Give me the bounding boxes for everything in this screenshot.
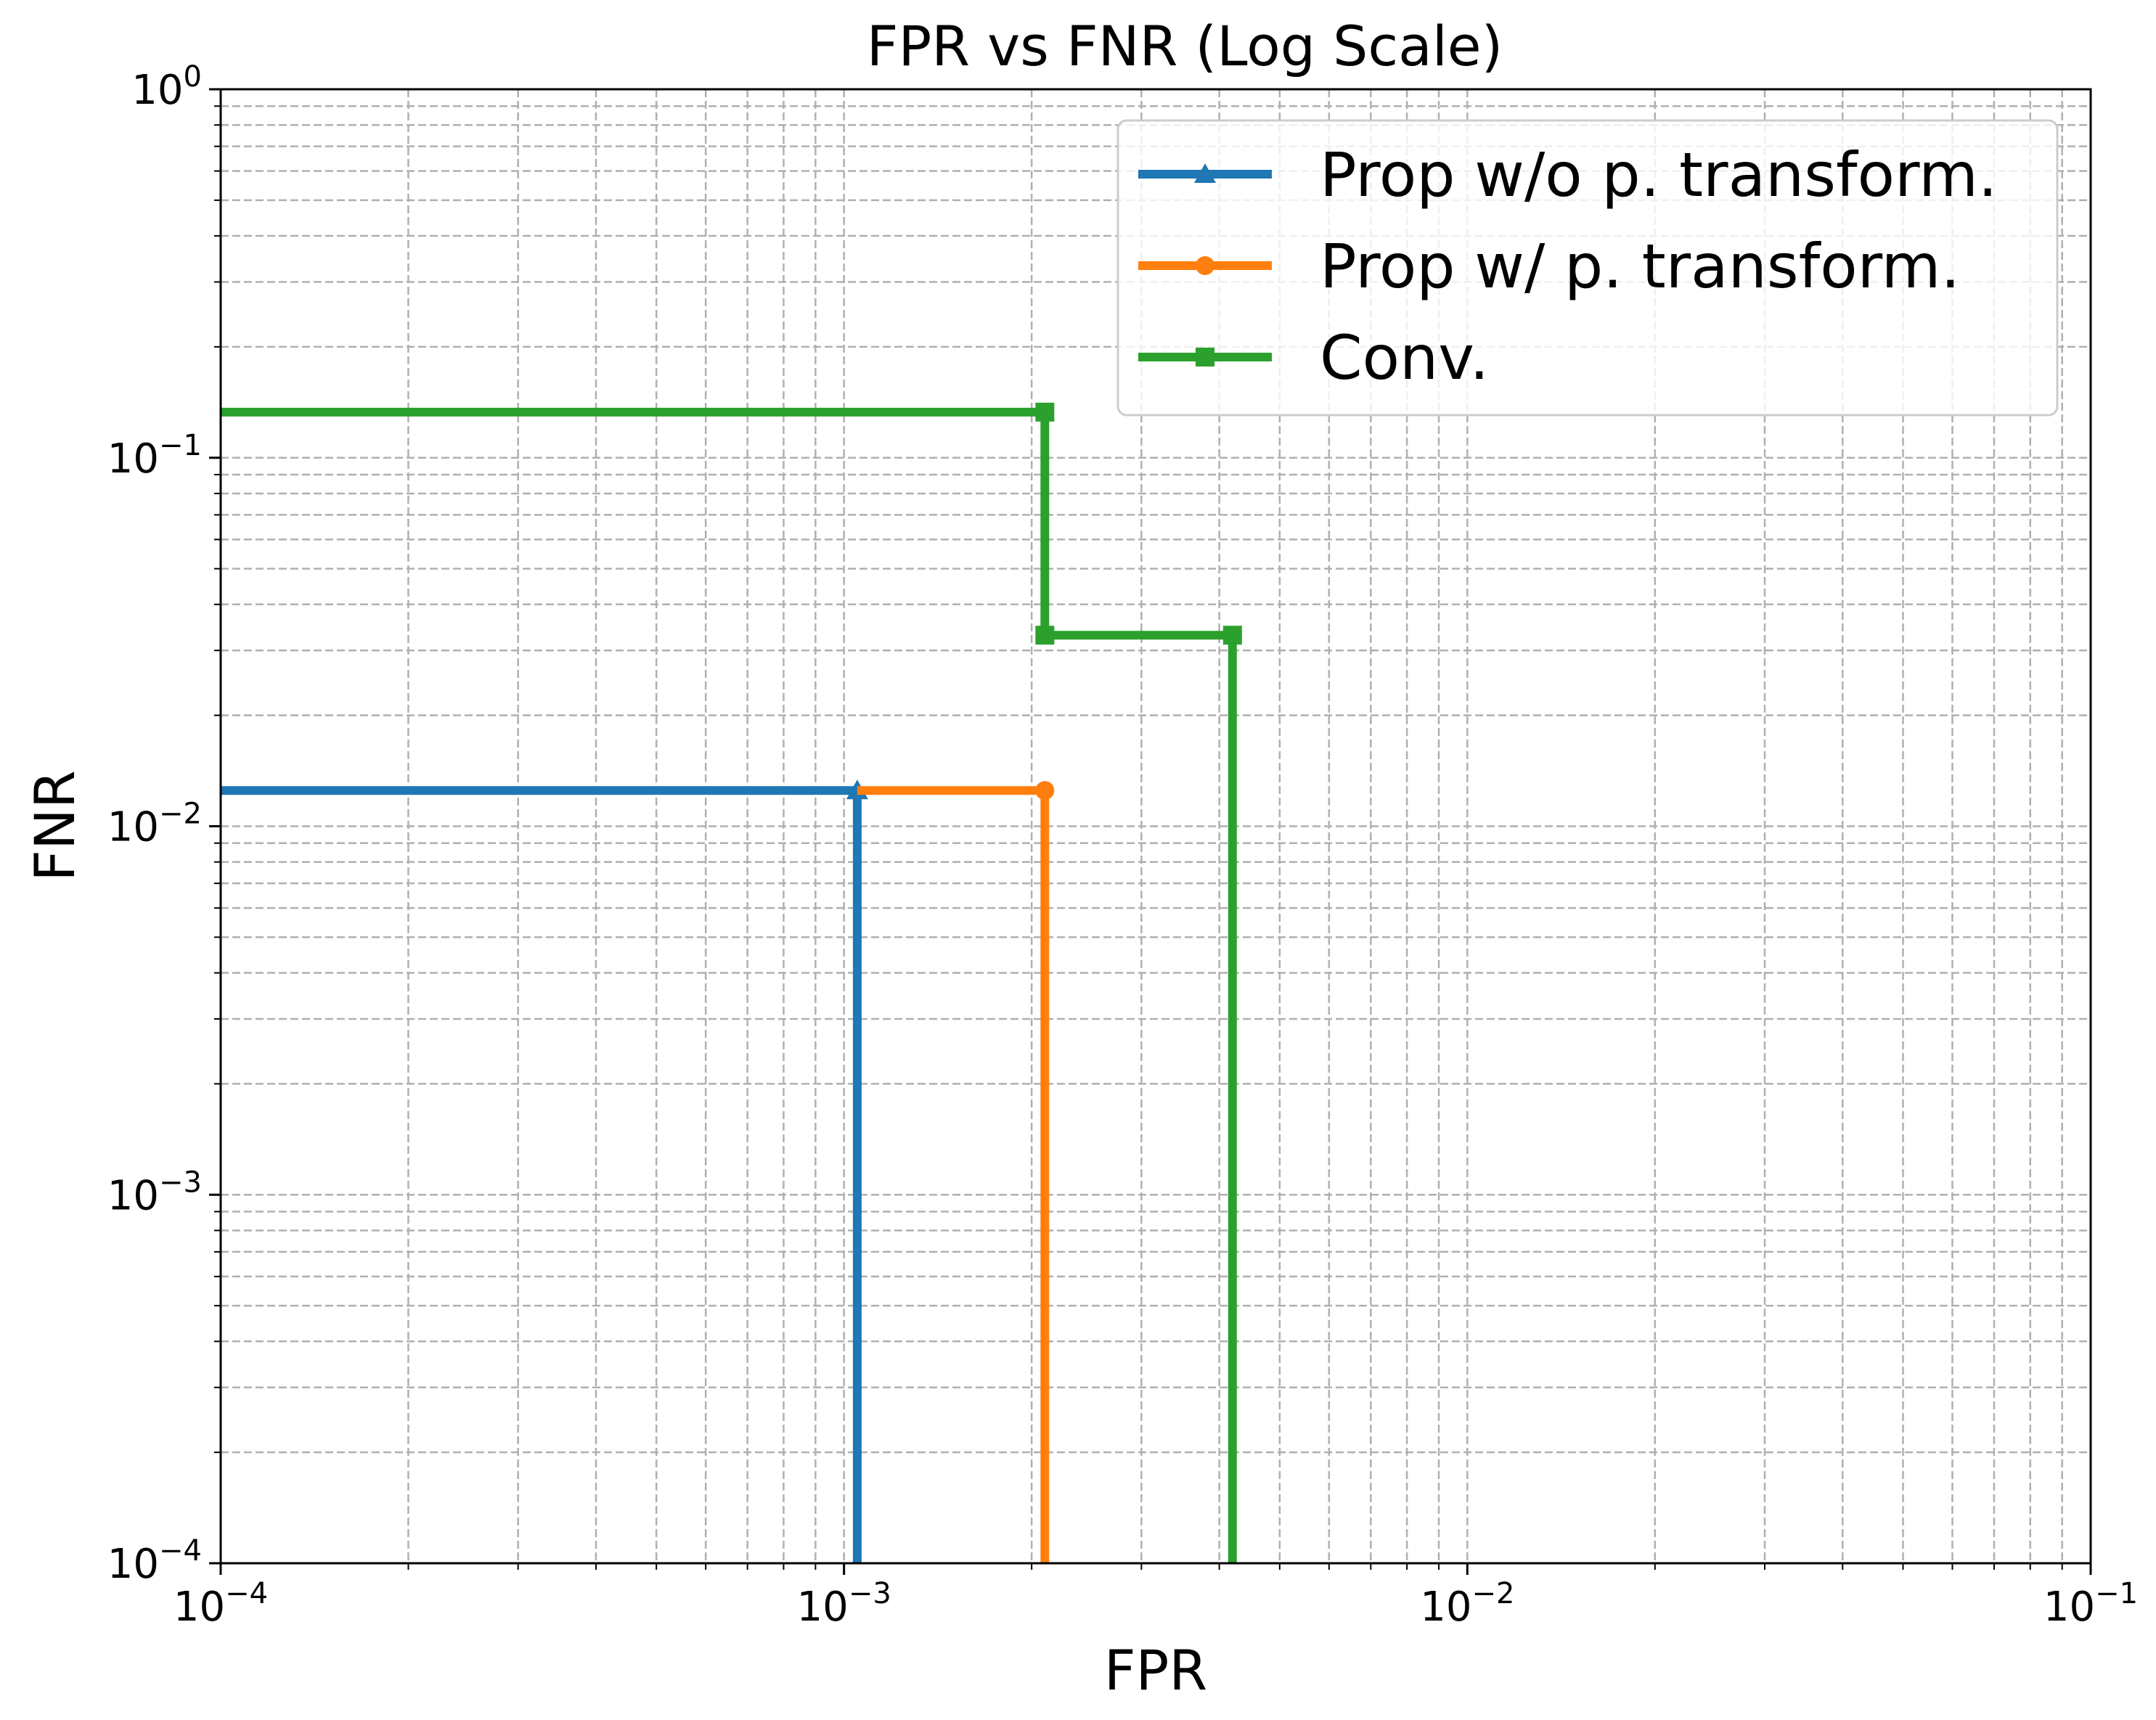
legend-label: Prop w/o p. transform. xyxy=(1320,139,1998,210)
plot-frame xyxy=(219,88,2092,1565)
x-tick-label: 10−2 xyxy=(1420,1577,1514,1631)
chart-title: FPR vs FNR (Log Scale) xyxy=(867,14,1503,78)
x-tick-label: 10−1 xyxy=(2043,1577,2138,1631)
legend-marker xyxy=(1196,348,1214,366)
data-point-marker xyxy=(1035,781,1055,800)
series-1 xyxy=(221,779,868,1563)
series-line-3 xyxy=(221,407,1237,1563)
legend-entry-3: Conv. xyxy=(1138,322,1489,393)
series-layer xyxy=(221,402,1242,1563)
data-point-marker xyxy=(1035,626,1055,645)
x-tick-label: 10−4 xyxy=(173,1577,268,1631)
y-tick-label: 10−4 xyxy=(107,1534,202,1588)
y-tick-label: 10−1 xyxy=(107,429,202,483)
y-axis-label: FNR xyxy=(23,770,87,881)
legend-label: Prop w/ p. transform. xyxy=(1320,231,1960,302)
legend-label: Conv. xyxy=(1320,322,1489,393)
y-tick-label: 100 xyxy=(131,60,202,114)
x-axis-label: FPR xyxy=(1104,1638,1207,1703)
legend-entry-1: Prop w/o p. transform. xyxy=(1138,139,1998,210)
y-tick-label: 10−2 xyxy=(107,798,202,851)
series-3 xyxy=(221,402,1242,1563)
legend-marker xyxy=(1194,163,1216,183)
series-2 xyxy=(857,781,1055,1563)
legend-entry-2: Prop w/ p. transform. xyxy=(1138,231,1960,302)
series-line-1 xyxy=(221,786,862,1563)
legend-frame xyxy=(1116,119,2059,417)
series-line-2 xyxy=(857,786,1050,1563)
data-point-marker xyxy=(1035,402,1055,422)
legend: Prop w/o p. transform. Prop w/ p. transfo… xyxy=(1116,119,2059,417)
data-point-marker xyxy=(1222,626,1242,645)
y-tick-label: 10−3 xyxy=(107,1166,202,1219)
x-tick-label: 10−3 xyxy=(797,1577,891,1631)
legend-marker xyxy=(1196,256,1214,275)
axis-ticks: 10−4 10−3 10−2 10−1 10−4 10−3 10−2 10−1 100 xyxy=(107,60,2138,1631)
